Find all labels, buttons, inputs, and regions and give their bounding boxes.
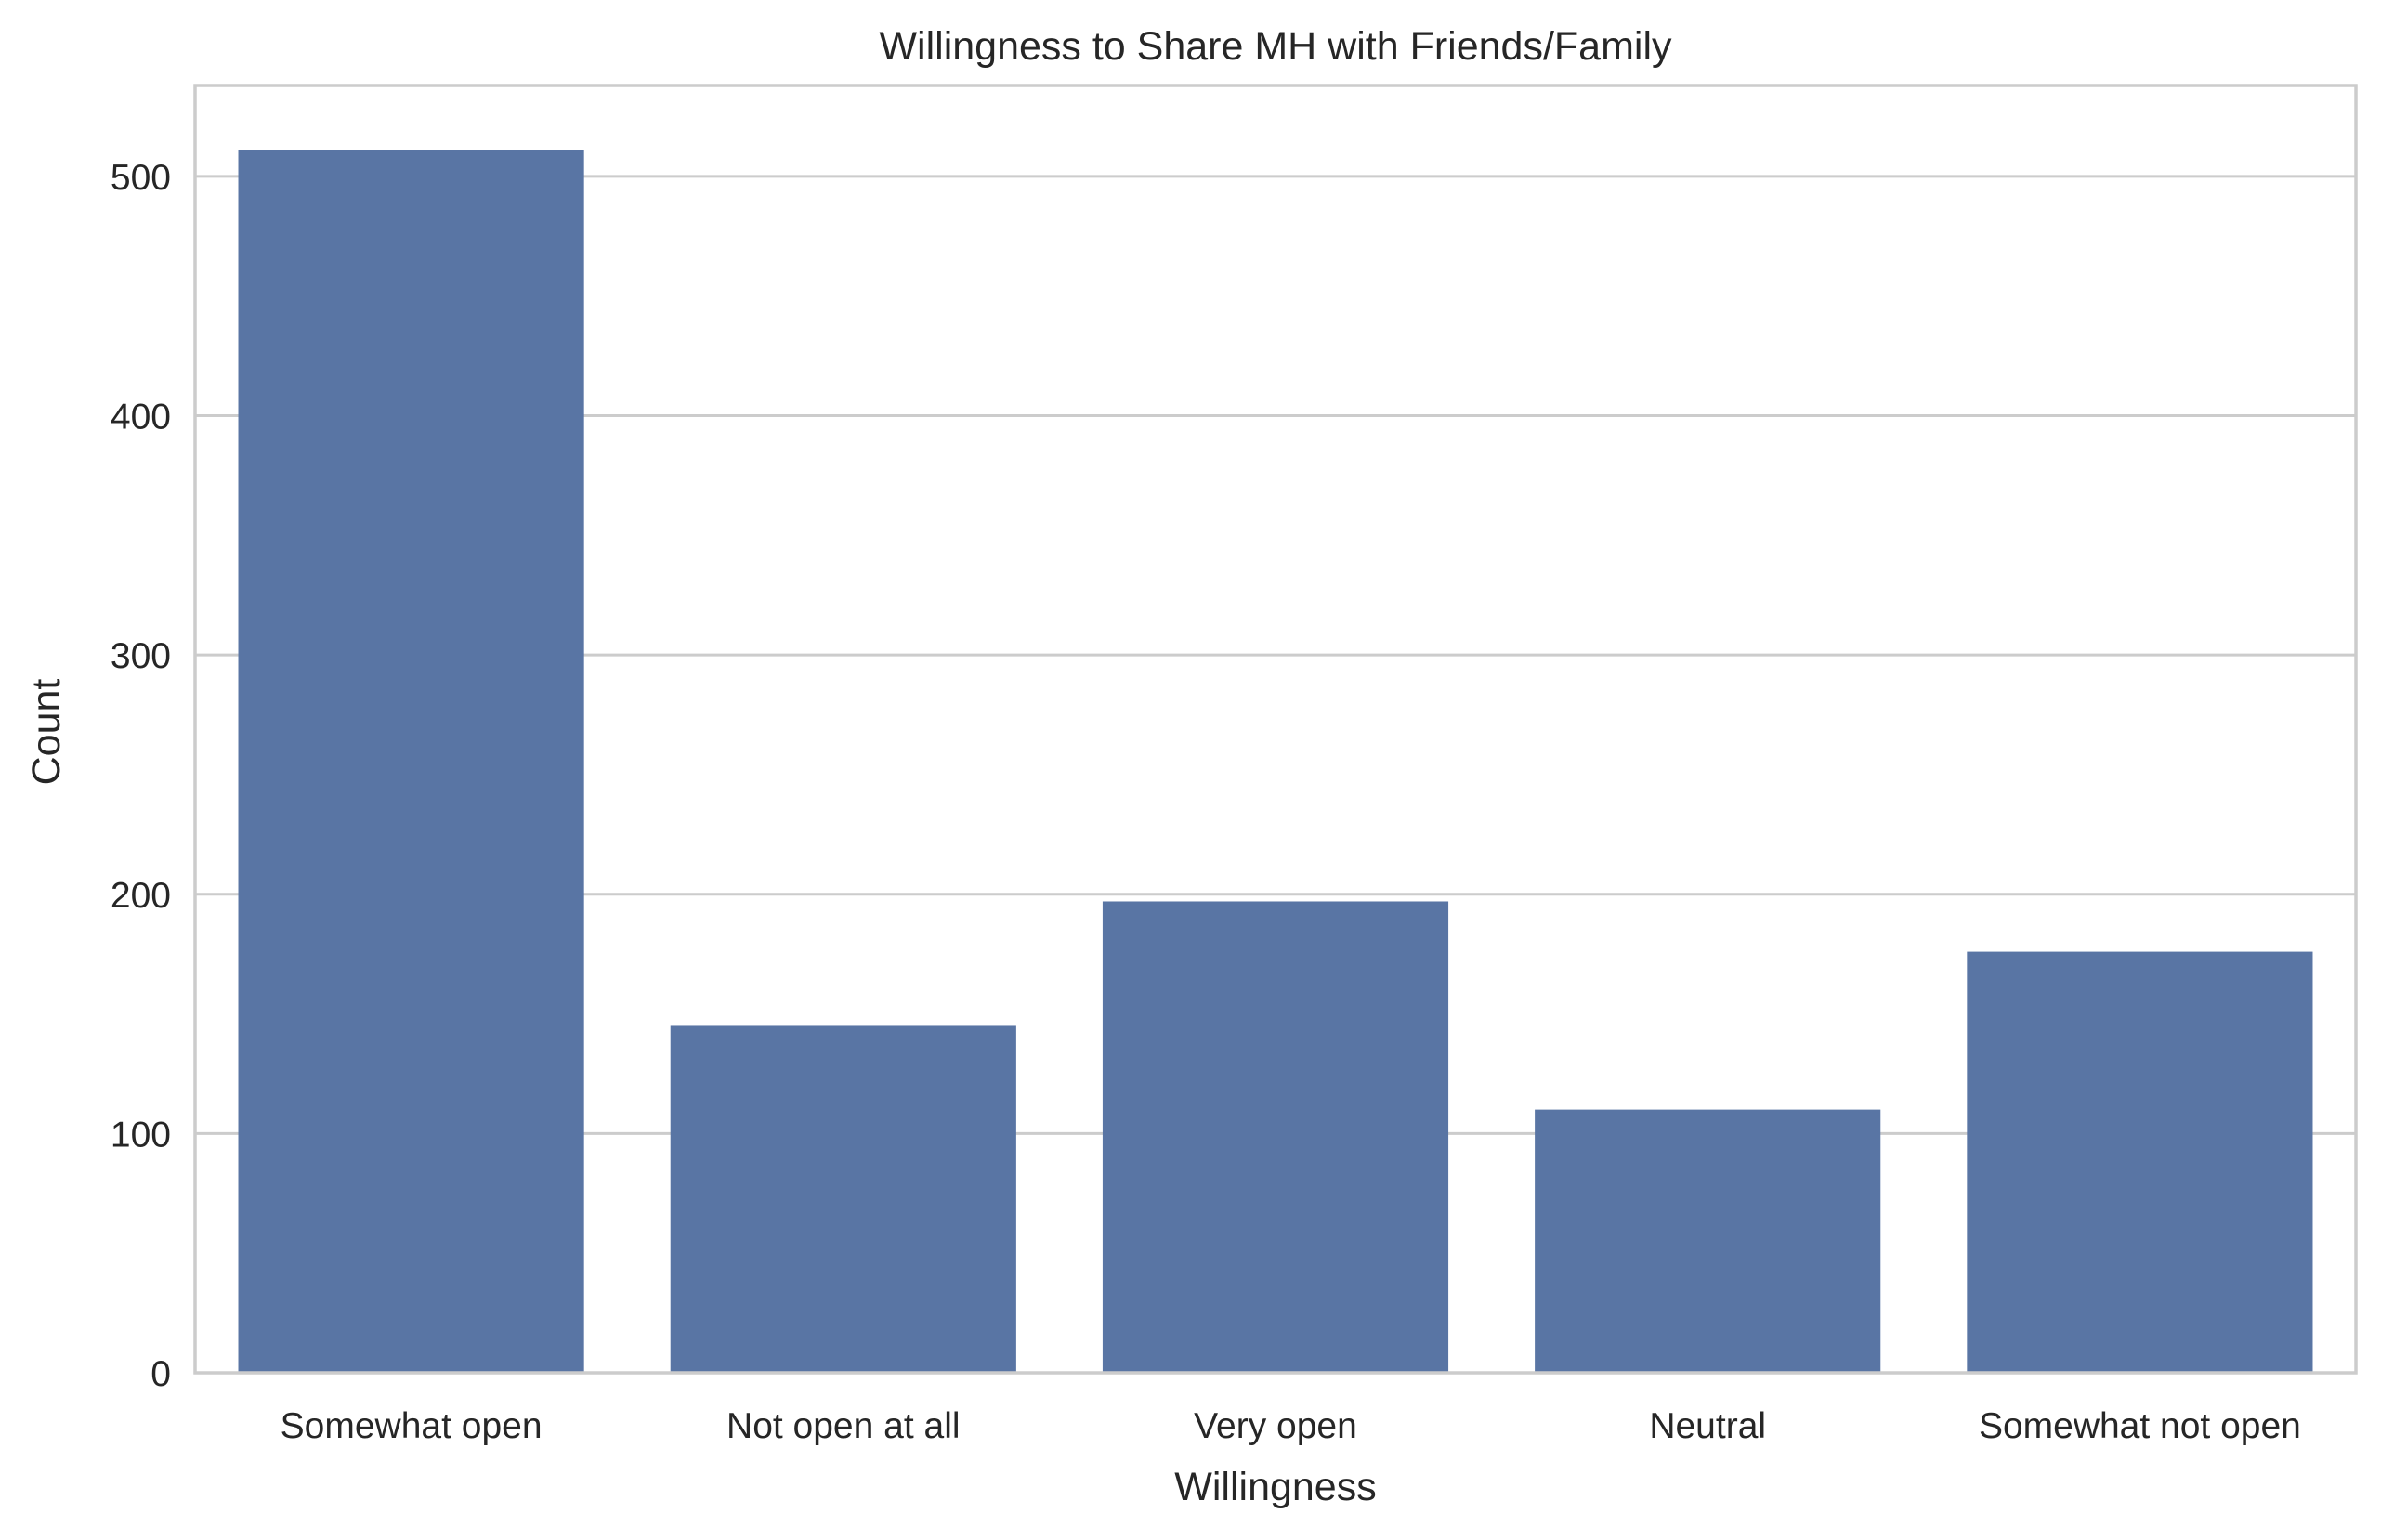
y-tick-label: 400 — [111, 398, 171, 437]
y-tick-label: 200 — [111, 876, 171, 916]
plot-frame — [193, 84, 2358, 1375]
bar — [1535, 1109, 1881, 1373]
bar — [1102, 901, 1449, 1373]
plot-border — [193, 84, 2358, 1375]
x-tick-label: Somewhat open — [281, 1406, 543, 1446]
y-tick-label: 300 — [111, 636, 171, 676]
y-tick-labels: 0 100 200 300 400 500 — [111, 158, 171, 1394]
y-axis-label: Count — [24, 679, 69, 786]
x-tick-label: Neutral — [1649, 1406, 1766, 1446]
y-tick-label: 500 — [111, 158, 171, 198]
x-tick-label: Not open at all — [726, 1406, 961, 1446]
bars — [238, 150, 2313, 1373]
y-tick-label: 100 — [111, 1115, 171, 1155]
x-tick-label: Very open — [1194, 1406, 1357, 1446]
x-tick-labels: Somewhat open Not open at all Very open Neu… — [281, 1406, 2301, 1446]
bar — [670, 1025, 1016, 1373]
chart-title: Willingness to Share MH with Friends/Fam… — [879, 24, 1672, 69]
x-axis-label: Willingness — [1174, 1465, 1376, 1509]
bar — [1967, 951, 2313, 1373]
y-tick-label: 0 — [150, 1354, 171, 1394]
bar — [238, 150, 584, 1373]
x-tick-label: Somewhat not open — [1979, 1406, 2301, 1446]
